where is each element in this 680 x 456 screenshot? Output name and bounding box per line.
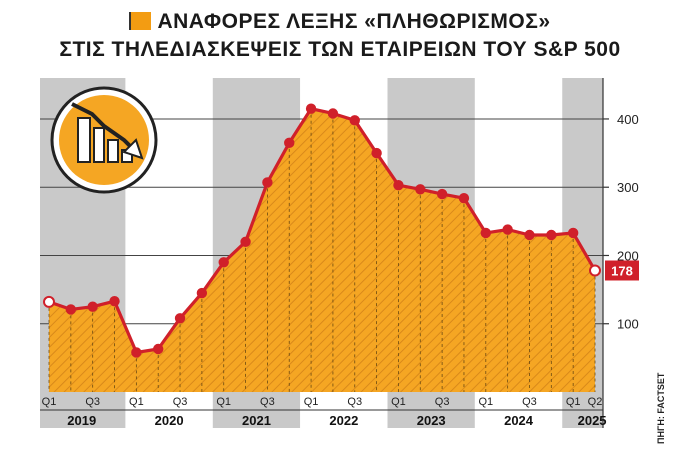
data-point	[415, 184, 426, 195]
data-point	[349, 115, 360, 126]
x-quarter-label: Q3	[85, 396, 100, 408]
data-point	[480, 227, 491, 239]
data-point	[524, 229, 535, 241]
icon-bar	[93, 127, 105, 163]
x-year-label: 2024	[504, 413, 534, 428]
title-line-1: ΑΝΑΦΟΡΕΣ ΛΕΞΗΣ «ΠΛΗΘΩΡΙΣΜΟΣ»	[0, 8, 680, 36]
x-quarter-label: Q1	[566, 396, 581, 408]
title-line-1-text: ΑΝΑΦΟΡΕΣ ΛΕΞΗΣ «ΠΛΗΘΩΡΙΣΜΟΣ»	[157, 10, 551, 33]
x-quarter-label: Q1	[42, 396, 57, 408]
x-quarter-label: Q1	[478, 396, 493, 408]
data-point	[305, 103, 317, 114]
data-point	[371, 147, 382, 159]
icon-arrow	[71, 102, 136, 152]
data-point	[284, 137, 295, 149]
x-quarter-label: Q1	[129, 396, 144, 408]
data-point	[43, 295, 55, 308]
x-year-label: 2022	[329, 413, 358, 428]
data-point	[196, 287, 208, 299]
x-quarter-label: Q1	[216, 396, 231, 408]
data-point	[567, 227, 579, 239]
y-tick-label: 400	[617, 112, 639, 127]
data-point	[546, 229, 557, 241]
data-point	[589, 264, 601, 277]
down-arrow-badge-icon	[129, 12, 152, 30]
y-tick-label: 100	[617, 317, 639, 332]
falling-bar-chart-icon	[50, 86, 158, 194]
data-point	[502, 224, 513, 235]
x-quarter-label: Q1	[391, 396, 406, 408]
x-year-label: 2020	[155, 413, 184, 428]
x-quarter-label: Q1	[304, 396, 319, 408]
data-point	[262, 177, 273, 188]
x-quarter-label: Q3	[173, 396, 188, 408]
source-label: ΠΗΓΗ: FACTSET	[656, 372, 666, 444]
data-point	[240, 236, 251, 248]
x-quarter-label: Q2	[588, 396, 603, 408]
x-quarter-label: Q3	[347, 396, 362, 408]
x-year-label: 2019	[67, 413, 96, 428]
x-quarter-label: Q3	[260, 396, 275, 408]
icon-bar	[107, 139, 119, 163]
data-point	[65, 304, 77, 315]
y-tick-label: 300	[617, 180, 639, 195]
data-point	[109, 296, 120, 307]
last-value-badge	[605, 260, 639, 281]
x-year-label: 2023	[417, 413, 446, 428]
data-point	[153, 343, 164, 355]
data-point	[393, 179, 404, 191]
last-value-label: 178	[611, 263, 633, 278]
x-year-label: 2021	[242, 413, 271, 428]
data-point	[458, 192, 470, 204]
data-point	[87, 301, 98, 312]
icon-arrowhead	[122, 138, 144, 160]
y-tick-label: 200	[617, 248, 639, 263]
data-point	[174, 313, 186, 324]
area-fill	[49, 108, 595, 392]
x-year-label: 2025	[578, 413, 607, 428]
data-point	[218, 257, 229, 268]
title-line-2: ΣΤΙΣ ΤΗΛΕΔΙΑΣΚΕΨΕΙΣ ΤΩΝ ΕΤΑΙΡΕΙΩΝ ΤΟΥ S&…	[59, 38, 621, 61]
icon-bar	[77, 117, 91, 163]
chart-title: ΑΝΑΦΟΡΕΣ ΛΕΞΗΣ «ΠΛΗΘΩΡΙΣΜΟΣ» ΣΤΙΣ ΤΗΛΕΔΙ…	[0, 8, 680, 64]
data-point	[131, 347, 142, 358]
data-point	[327, 108, 339, 119]
data-point	[436, 188, 448, 200]
x-quarter-label: Q3	[435, 396, 450, 408]
x-quarter-label: Q3	[522, 396, 537, 408]
